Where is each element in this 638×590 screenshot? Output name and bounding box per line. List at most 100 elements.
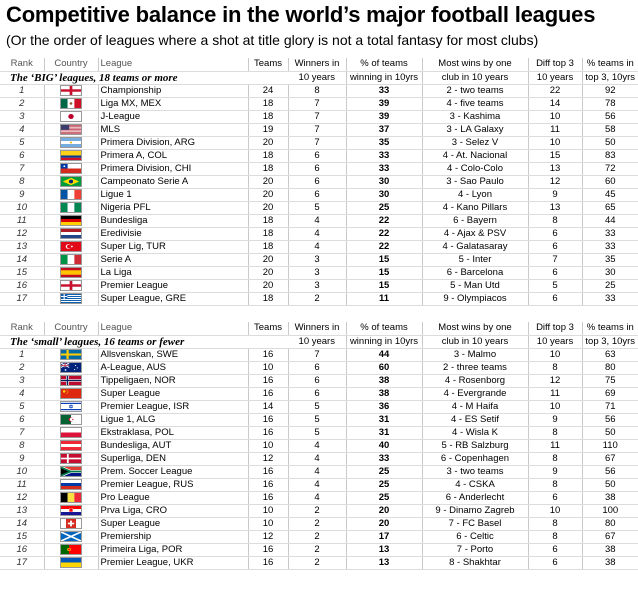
russia-flag-icon [44,478,99,492]
col-header-winners: Winners in [288,322,347,336]
winners-cell: 7 [288,123,347,137]
rank-cell: 5 [0,400,45,414]
most-wins-cell: 4 - five teams [422,97,529,111]
league-cell: Liga MX, MEX [98,97,249,111]
most-wins-cell: 2 - two teams [422,84,529,98]
teams-cell: 10 [248,439,289,453]
winners-cell: 6 [288,175,347,189]
col-header-most: Most wins by one [422,322,529,336]
japan-flag-icon [44,110,99,124]
league-cell: Premiership [98,530,249,544]
league-cell: Primeira Liga, POR [98,543,249,557]
winners-cell: 4 [288,439,347,453]
israel-flag-icon [44,400,99,414]
col-header-pct: % of teams [346,58,423,72]
winners-cell: 6 [288,361,347,375]
diff-top3-cell: 13 [528,201,583,215]
rank-cell: 17 [0,292,45,306]
rank-cell: 3 [0,374,45,388]
top3-pct-cell: 92 [582,84,638,98]
small-leagues-table: Rank Country League Teams Winners in % o… [0,322,638,570]
pct-cell: 22 [346,227,423,241]
rank-cell: 13 [0,504,45,518]
rank-cell: 12 [0,227,45,241]
teams-cell: 10 [248,361,289,375]
winners-cell: 7 [288,136,347,150]
col-sub-pct: winning in 10yrs [346,335,423,349]
most-wins-cell: 4 - Colo-Colo [422,162,529,176]
diff-top3-cell: 7 [528,253,583,267]
diff-top3-cell: 5 [528,279,583,293]
top3-pct-cell: 58 [582,123,638,137]
diff-top3-cell: 11 [528,439,583,453]
table-row: 10 Nigeria PFL 20 5 25 4 - Kano Pillars 13 65 [0,201,638,215]
league-cell: Ekstraklasa, POL [98,426,249,440]
top3-pct-cell: 69 [582,387,638,401]
nigeria-flag-icon [44,201,99,215]
table-row: 6 Primera A, COL 18 6 33 4 - At. Nacional 15 83 [0,149,638,163]
league-cell: Ligue 1, ALG [98,413,249,427]
section-small-title: The ‘small’ leagues, 16 teams or fewer [0,335,288,349]
rank-cell: 3 [0,110,45,124]
teams-cell: 20 [248,253,289,267]
table-row: 5 Primera Division, ARG 20 7 35 3 - Selez V 10… [0,136,638,150]
southafrica-flag-icon [44,465,99,479]
col-header-most: Most wins by one [422,58,529,72]
rank-cell: 14 [0,517,45,531]
table-row: 16 Premier League 20 3 15 5 - Man Utd 5 25 [0,279,638,293]
rank-cell: 15 [0,530,45,544]
winners-cell: 5 [288,426,347,440]
top3-pct-cell: 60 [582,175,638,189]
pct-cell: 60 [346,361,423,375]
teams-cell: 18 [248,162,289,176]
diff-top3-cell: 8 [528,361,583,375]
rank-cell: 10 [0,465,45,479]
teams-cell: 16 [248,348,289,362]
top3-pct-cell: 72 [582,162,638,176]
rank-cell: 16 [0,279,45,293]
top3-pct-cell: 110 [582,439,638,453]
winners-cell: 7 [288,110,347,124]
pct-cell: 31 [346,426,423,440]
table-row: 11 Premier League, RUS 16 4 25 4 - CSKA 8 50 [0,478,638,492]
germany-flag-icon [44,214,99,228]
winners-cell: 4 [288,227,347,241]
table-row: 2 Liga MX, MEX 18 7 39 4 - five teams 14 78 [0,97,638,111]
diff-top3-cell: 12 [528,374,583,388]
teams-cell: 16 [248,374,289,388]
diff-top3-cell: 6 [528,556,583,570]
teams-cell: 12 [248,530,289,544]
rank-cell: 6 [0,149,45,163]
pct-cell: 13 [346,543,423,557]
league-cell: Serie A [98,253,249,267]
diff-top3-cell: 6 [528,227,583,241]
most-wins-cell: 4 - M Haifa [422,400,529,414]
diff-top3-cell: 11 [528,387,583,401]
teams-cell: 16 [248,426,289,440]
table-row: 12 Pro League 16 4 25 6 - Anderlecht 6 38 [0,491,638,505]
subheader-row: The ‘BIG’ leagues, 18 teams or more 10 y… [0,71,638,85]
table-row: 13 Super Lig, TUR 18 4 22 4 - Galatasaray 6 33 [0,240,638,254]
top3-pct-cell: 35 [582,253,638,267]
pct-cell: 44 [346,348,423,362]
rank-cell: 9 [0,452,45,466]
rank-cell: 11 [0,478,45,492]
most-wins-cell: 5 - RB Salzburg [422,439,529,453]
big-leagues-table: Rank Country League Teams Winners in % o… [0,58,638,306]
league-cell: A-League, AUS [98,361,249,375]
top3-pct-cell: 38 [582,543,638,557]
col-header-diff: Diff top 3 [528,322,583,336]
col-sub-most: club in 10 years [422,335,529,349]
rank-cell: 12 [0,491,45,505]
most-wins-cell: 4 - Ajax & PSV [422,227,529,241]
table-row: 10 Prem. Soccer League 16 4 25 3 - two teams 9… [0,465,638,479]
pct-cell: 30 [346,175,423,189]
most-wins-cell: 7 - Porto [422,543,529,557]
table-row: 17 Premier League, UKR 16 2 13 8 - Shakhtar 6 3… [0,556,638,570]
top3-pct-cell: 80 [582,517,638,531]
diff-top3-cell: 10 [528,136,583,150]
mexico-flag-icon [44,97,99,111]
teams-cell: 18 [248,149,289,163]
diff-top3-cell: 6 [528,543,583,557]
league-cell: Super League [98,387,249,401]
